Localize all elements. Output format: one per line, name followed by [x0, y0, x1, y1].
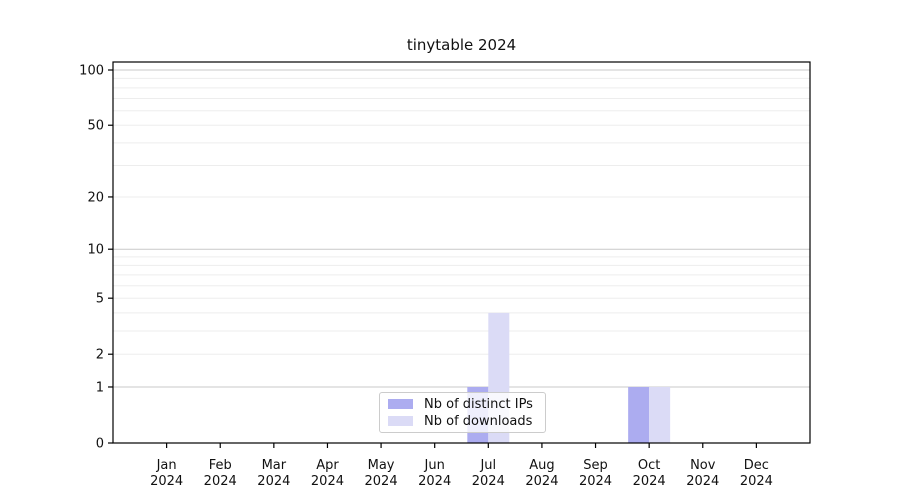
x-tick-label-year: 2024 — [150, 474, 183, 489]
legend-item-distinct-ips: Nb of distinct IPs — [388, 396, 537, 412]
x-tick-label-month: May — [368, 458, 395, 473]
x-tick-label-year: 2024 — [579, 474, 612, 489]
legend: Nb of distinct IPs Nb of downloads — [379, 392, 546, 433]
x-tick-label-month: Feb — [209, 458, 232, 473]
y-tick-label: 1 — [96, 380, 104, 395]
x-tick-label-month: Apr — [316, 458, 339, 473]
y-tick-label: 0 — [96, 437, 104, 452]
y-axis: 0 1 2 5 10 20 50 100 — [79, 64, 113, 452]
plot-frame — [112, 61, 811, 444]
bar-oct-series-0 — [628, 386, 650, 443]
x-tick-label-month: Sep — [583, 458, 608, 473]
x-tick-label-month: Aug — [529, 458, 554, 473]
x-tick-label-year: 2024 — [740, 474, 773, 489]
x-tick-label-month: Mar — [262, 458, 287, 473]
x-tick-label-month: Jan — [156, 458, 177, 473]
legend-label-distinct-ips: Nb of distinct IPs — [424, 396, 533, 412]
legend-item-downloads: Nb of downloads — [388, 413, 537, 429]
y-tick-label: 100 — [79, 64, 104, 79]
x-tick-label-month: Dec — [744, 458, 769, 473]
x-tick-label-year: 2024 — [686, 474, 719, 489]
x-tick-label-year: 2024 — [365, 474, 398, 489]
x-tick-label-month: Jul — [479, 458, 496, 473]
x-tick-label-month: Oct — [638, 458, 660, 473]
x-tick-label-year: 2024 — [418, 474, 451, 489]
x-tick-label-year: 2024 — [633, 474, 666, 489]
x-tick-label-year: 2024 — [311, 474, 344, 489]
legend-swatch-distinct-ips — [388, 399, 413, 409]
x-axis: Jan2024Feb2024Mar2024Apr2024May2024Jun20… — [150, 443, 773, 489]
y-tick-label: 50 — [87, 119, 104, 134]
x-tick-label-year: 2024 — [257, 474, 290, 489]
y-tick-label: 2 — [96, 348, 104, 363]
x-tick-label-year: 2024 — [204, 474, 237, 489]
legend-label-downloads: Nb of downloads — [424, 413, 533, 429]
legend-swatch-downloads — [388, 416, 413, 426]
x-tick-label-month: Nov — [690, 458, 716, 473]
x-tick-label-year: 2024 — [472, 474, 505, 489]
y-tick-label: 5 — [96, 292, 104, 307]
gridlines — [113, 69, 810, 388]
y-tick-label: 10 — [87, 243, 104, 258]
y-tick-label: 20 — [87, 190, 104, 205]
x-tick-label-year: 2024 — [525, 474, 558, 489]
bar-oct-series-1 — [649, 386, 671, 443]
chart-title: tinytable 2024 — [406, 36, 517, 54]
x-tick-label-month: Jun — [424, 458, 445, 473]
